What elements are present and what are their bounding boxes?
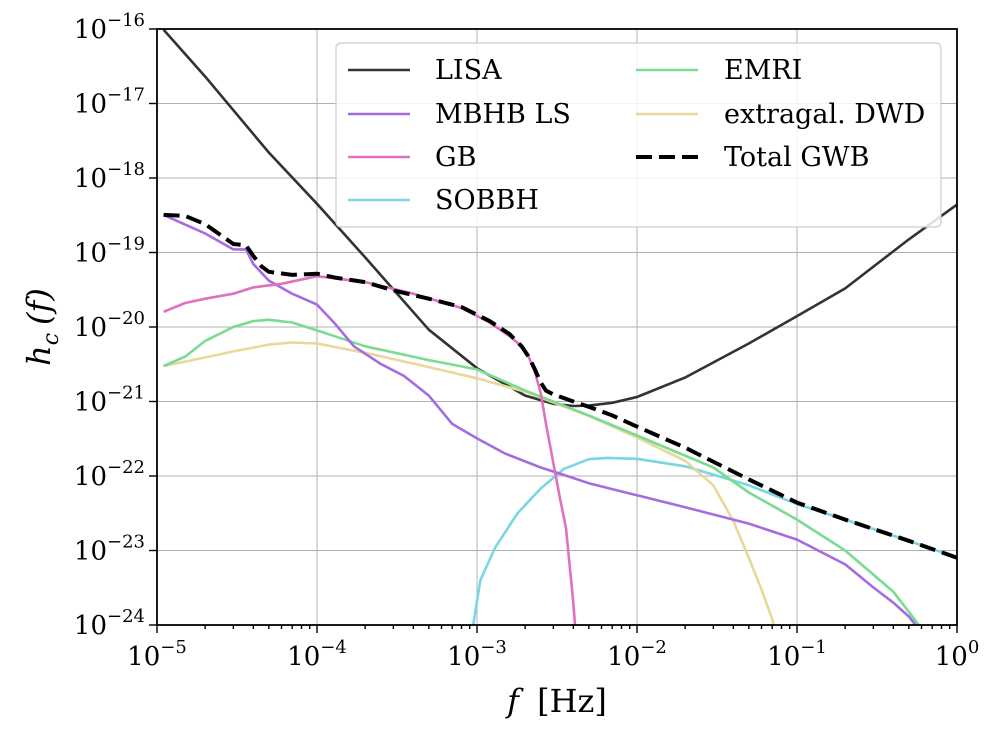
x-tick-label: 10−1 [767,637,827,672]
y-tick-label: 10−20 [74,308,145,343]
x-axis-variable: f [505,682,524,720]
legend-box [335,42,942,228]
y-tick-label: 10−23 [74,532,145,567]
legend-label: LISA [435,55,502,86]
series-line-lisa [162,29,957,408]
plot-lines [162,29,957,625]
legend-label: EMRI [724,55,802,86]
legend-label: MBHB LS [435,99,571,130]
series-line-extragal-dwd [163,341,775,625]
series-line-total-gwb [163,212,957,560]
tick-labels: 10−5 10−4 10−3 10−2 10−1 100 10−24 10−23 10−22 10… [74,10,979,672]
y-tick-label: 10−22 [74,457,145,492]
y-axis-variable: h [20,345,58,366]
series-line-emri [163,318,921,625]
y-tick-label: 10−16 [74,10,145,45]
legend-label: SOBBH [435,185,539,216]
y-tick-label: 10−18 [74,159,145,194]
x-tick-label: 10−5 [127,637,187,672]
x-tick-label: 10−4 [287,637,347,672]
y-axis-title: hc (f) [20,288,64,366]
x-axis-title: f [Hz] [505,682,607,720]
axis-ticks [149,28,958,633]
x-tick-label: 100 [935,637,980,672]
y-tick-label: 10−24 [74,606,145,641]
legend-label: Total GWB [724,142,870,173]
x-tick-label: 10−2 [607,637,667,672]
legend: LISA MBHB LS GB SOBBH EMRI extragal. DWD Total… [335,42,942,228]
y-tick-label: 10−17 [74,85,145,120]
y-axis-subscript: c [39,333,64,345]
legend-label: GB [435,142,476,173]
x-axis-unit: [Hz] [537,682,607,720]
y-tick-label: 10−19 [74,234,145,269]
y-axis-argument: (f) [20,288,58,325]
legend-label: extragal. DWD [724,99,925,130]
x-tick-label: 10−3 [447,637,507,672]
series-line-sobbh [471,456,957,625]
y-tick-label: 10−21 [74,383,145,418]
series-line-mbhb-ls [163,213,918,625]
